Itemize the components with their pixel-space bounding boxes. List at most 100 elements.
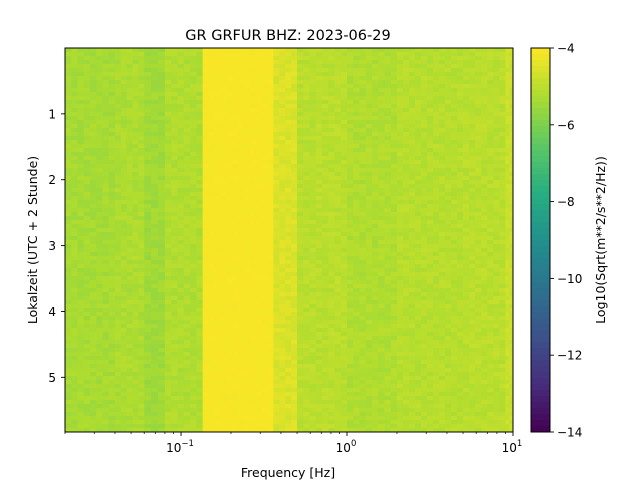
heatmap-cell (89, 208, 97, 213)
heatmap-cell (340, 300, 348, 305)
heatmap-cell (285, 384, 292, 389)
heatmap-cell (249, 128, 257, 133)
heatmap-cell (126, 120, 133, 125)
heatmap-cell (164, 428, 172, 433)
heatmap-cell (340, 220, 348, 225)
heatmap-cell (267, 316, 274, 321)
heatmap-cell (208, 112, 215, 117)
heatmap-cell (177, 412, 185, 417)
heatmap-cell (291, 340, 298, 345)
heatmap-cell (190, 120, 197, 125)
heatmap-cell (158, 316, 166, 321)
heatmap-cell (322, 244, 329, 249)
heatmap-cell (65, 120, 72, 125)
heatmap-cell (164, 100, 172, 105)
heatmap-cell (89, 376, 97, 381)
heatmap-cell (83, 116, 91, 121)
heatmap-cell (114, 376, 122, 381)
heatmap-cell (353, 172, 360, 177)
heatmap-cell (77, 404, 85, 409)
heatmap-cell (171, 180, 178, 185)
heatmap-cell (365, 184, 373, 189)
heatmap-cell (214, 348, 221, 353)
heatmap-cell (322, 328, 329, 333)
heatmap-cell (202, 160, 209, 165)
heatmap-cell (196, 296, 204, 301)
heatmap-cell (291, 172, 298, 177)
heatmap-cell (202, 380, 209, 385)
heatmap-cell (322, 276, 329, 281)
heatmap-cell (71, 180, 78, 185)
heatmap-cell (334, 88, 342, 93)
heatmap-cell (322, 272, 329, 277)
heatmap-cell (340, 264, 348, 269)
heatmap-cell (208, 220, 215, 225)
heatmap-cell (102, 360, 110, 365)
heatmap-cell (171, 392, 178, 397)
heatmap-cell (273, 68, 280, 73)
heatmap-cell (334, 52, 342, 57)
heatmap-cell (340, 428, 348, 433)
heatmap-cell (359, 140, 367, 145)
heatmap-cell (255, 248, 262, 253)
heatmap-cell (365, 236, 373, 241)
heatmap-cell (171, 380, 178, 385)
heatmap-cell (114, 256, 122, 261)
heatmap-cell (96, 216, 103, 221)
heatmap-cell (315, 292, 323, 297)
heatmap-cell (214, 120, 221, 125)
heatmap-cell (96, 388, 103, 393)
heatmap-cell (378, 68, 385, 73)
heatmap-cell (77, 320, 85, 325)
heatmap-cell (303, 404, 310, 409)
heatmap-cell (378, 96, 385, 101)
heatmap-cell (249, 336, 257, 341)
heatmap-cell (114, 324, 122, 329)
heatmap-cell (279, 156, 286, 161)
heatmap-cell (340, 252, 348, 257)
heatmap-cell (328, 240, 335, 245)
heatmap-cell (96, 128, 103, 133)
heatmap-cell (108, 108, 116, 113)
heatmap-cell (291, 88, 298, 93)
heatmap-cell (365, 188, 373, 193)
heatmap-cell (378, 356, 385, 361)
heatmap-cell (138, 204, 145, 209)
heatmap-cell (196, 64, 204, 69)
heatmap-cell (132, 280, 139, 285)
heatmap-cell (353, 332, 360, 337)
heatmap-cell (208, 168, 215, 173)
heatmap-cell (347, 88, 354, 93)
heatmap-cell (291, 280, 298, 285)
heatmap-cell (226, 304, 233, 309)
heatmap-cell (279, 336, 286, 341)
heatmap-cell (371, 140, 379, 145)
heatmap-cell (102, 168, 110, 173)
heatmap-cell (371, 196, 379, 201)
heatmap-cell (202, 304, 209, 309)
heatmap-cell (71, 344, 78, 349)
heatmap-cell (347, 292, 354, 297)
heatmap-cell (328, 200, 335, 205)
heatmap-cell (77, 112, 85, 117)
heatmap-cell (303, 364, 310, 369)
heatmap-cell (114, 312, 122, 317)
heatmap-cell (273, 184, 280, 189)
heatmap-cell (273, 96, 280, 101)
heatmap-cell (273, 152, 280, 157)
heatmap-cell (232, 68, 239, 73)
heatmap-cell (77, 360, 85, 365)
heatmap-cell (322, 384, 329, 389)
heatmap-cell (96, 384, 103, 389)
heatmap-cell (309, 324, 317, 329)
heatmap-cell (353, 52, 360, 57)
heatmap-cell (309, 268, 317, 273)
heatmap-cell (208, 304, 215, 309)
heatmap-cell (164, 172, 172, 177)
heatmap-cell (322, 336, 329, 341)
heatmap-cell (291, 64, 298, 69)
heatmap-cell (232, 264, 239, 269)
heatmap-cell (328, 244, 335, 249)
heatmap-cell (71, 412, 78, 417)
heatmap-cell (267, 400, 274, 405)
